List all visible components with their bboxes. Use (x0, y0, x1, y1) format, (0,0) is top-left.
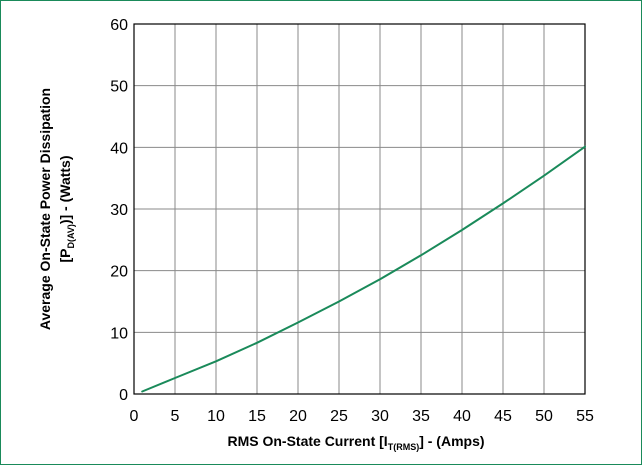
x-tick-label-2: 10 (207, 408, 225, 425)
y-tick-label-5: 50 (110, 79, 128, 96)
x-tick-labels: 0 5 10 15 20 25 30 35 40 45 50 55 (130, 408, 594, 425)
grid (134, 24, 585, 394)
series-layer (142, 147, 585, 392)
y-axis-title-line2: [PD(AV))] - (Watts) (57, 155, 76, 262)
x-tick-label-5: 25 (330, 408, 348, 425)
x-tick-label-1: 5 (171, 408, 180, 425)
series-line-0 (142, 147, 585, 392)
x-tick-label-4: 20 (289, 408, 307, 425)
y-tick-labels: 0 10 20 30 40 50 60 (110, 17, 128, 404)
y-tick-label-4: 40 (110, 140, 128, 157)
x-tick-label-3: 15 (248, 408, 266, 425)
x-tick-label-10: 50 (535, 408, 553, 425)
x-tick-label-8: 40 (453, 408, 471, 425)
x-tick-label-0: 0 (130, 408, 139, 425)
x-tick-label-6: 30 (371, 408, 389, 425)
y-tick-label-3: 30 (110, 202, 128, 219)
x-tick-label-7: 35 (412, 408, 430, 425)
x-axis-title: RMS On-State Current [IT(RMS)] - (Amps) (227, 433, 484, 452)
y-axis-title-line1: Average On-State Power Dissipation (37, 88, 53, 330)
x-tick-label-9: 45 (494, 408, 512, 425)
y-tick-label-0: 0 (119, 387, 128, 404)
x-tick-label-11: 55 (576, 408, 594, 425)
y-tick-label-2: 20 (110, 264, 128, 281)
y-tick-label-1: 10 (110, 325, 128, 342)
y-tick-label-6: 60 (110, 17, 128, 34)
